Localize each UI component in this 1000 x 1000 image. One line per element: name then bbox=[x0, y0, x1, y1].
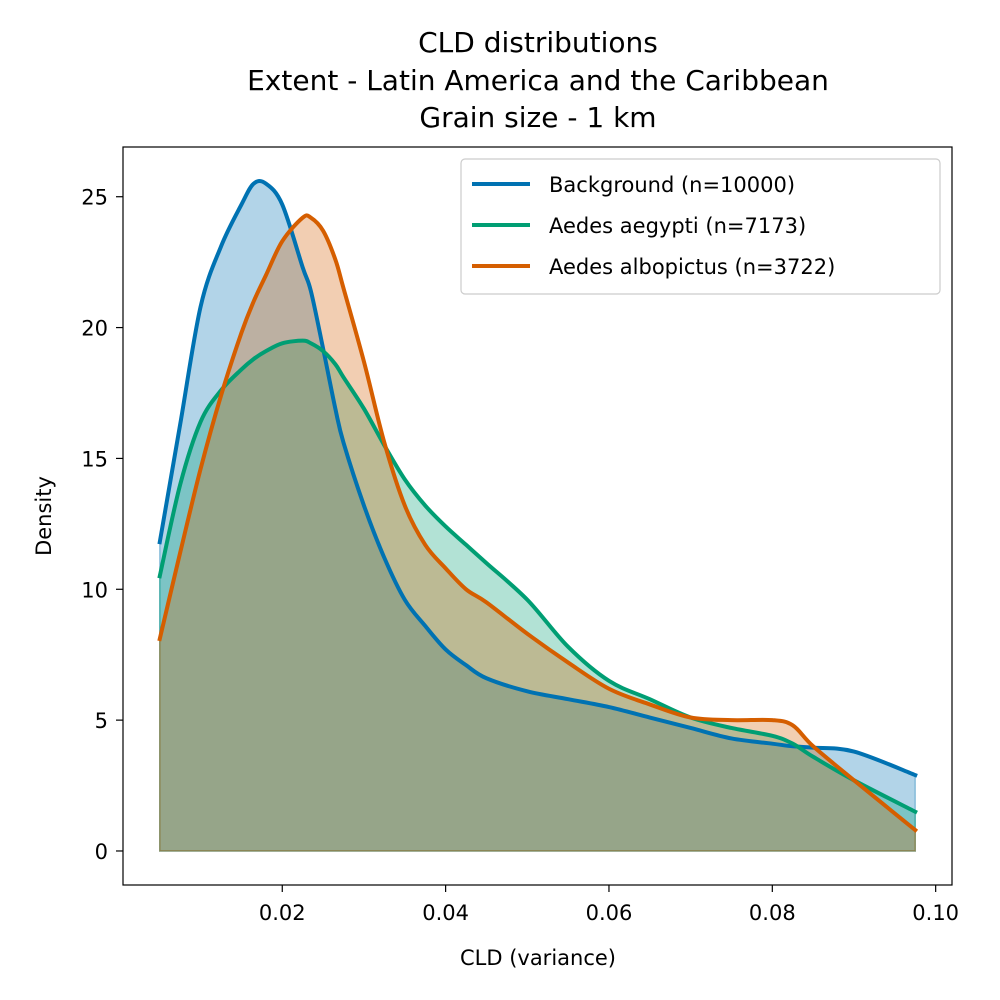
series-lines bbox=[157, 179, 919, 833]
x-tick-label: 0.02 bbox=[259, 901, 306, 925]
chart-title-line-2: Extent - Latin America and the Caribbean bbox=[247, 64, 829, 97]
x-tick-label: 0.04 bbox=[422, 901, 469, 925]
legend-entries: Background (n=10000) Aedes aegypti (n=717… bbox=[472, 173, 835, 279]
series-line-2 bbox=[157, 213, 919, 833]
y-tick-label: 10 bbox=[81, 578, 108, 602]
x-tick-label: 0.06 bbox=[586, 901, 633, 925]
chart-title-line-1: CLD distributions bbox=[418, 26, 658, 59]
y-tick-label: 15 bbox=[81, 447, 108, 471]
legend-label-0: Background (n=10000) bbox=[549, 173, 795, 197]
y-axis-ticks: 0 5 10 15 20 25 bbox=[81, 186, 123, 864]
legend-label-1: Aedes aegypti (n=7173) bbox=[549, 214, 806, 238]
y-tick-label: 20 bbox=[81, 317, 108, 341]
x-tick-label: 0.10 bbox=[912, 901, 959, 925]
series-line-1 bbox=[157, 338, 918, 815]
plot-frame bbox=[122, 146, 953, 886]
legend-box bbox=[460, 158, 941, 295]
x-tick-label: 0.08 bbox=[749, 901, 796, 925]
x-axis-label: CLD (variance) bbox=[460, 946, 616, 970]
x-axis-ticks: 0.02 0.04 0.06 0.08 0.10 bbox=[259, 885, 959, 925]
chart-title: CLD distributions Extent - Latin America… bbox=[247, 26, 829, 134]
chart-title-line-3: Grain size - 1 km bbox=[419, 101, 656, 134]
y-tick-label: 5 bbox=[95, 709, 108, 733]
series-line-0 bbox=[157, 179, 918, 778]
y-tick-label: 25 bbox=[81, 186, 108, 210]
legend: Background (n=10000) Aedes aegypti (n=717… bbox=[460, 158, 941, 295]
legend-label-2: Aedes albopictus (n=3722) bbox=[549, 255, 835, 279]
y-axis-label: Density bbox=[32, 476, 56, 556]
series-fill-2 bbox=[159, 214, 916, 852]
y-tick-label: 0 bbox=[95, 840, 108, 864]
